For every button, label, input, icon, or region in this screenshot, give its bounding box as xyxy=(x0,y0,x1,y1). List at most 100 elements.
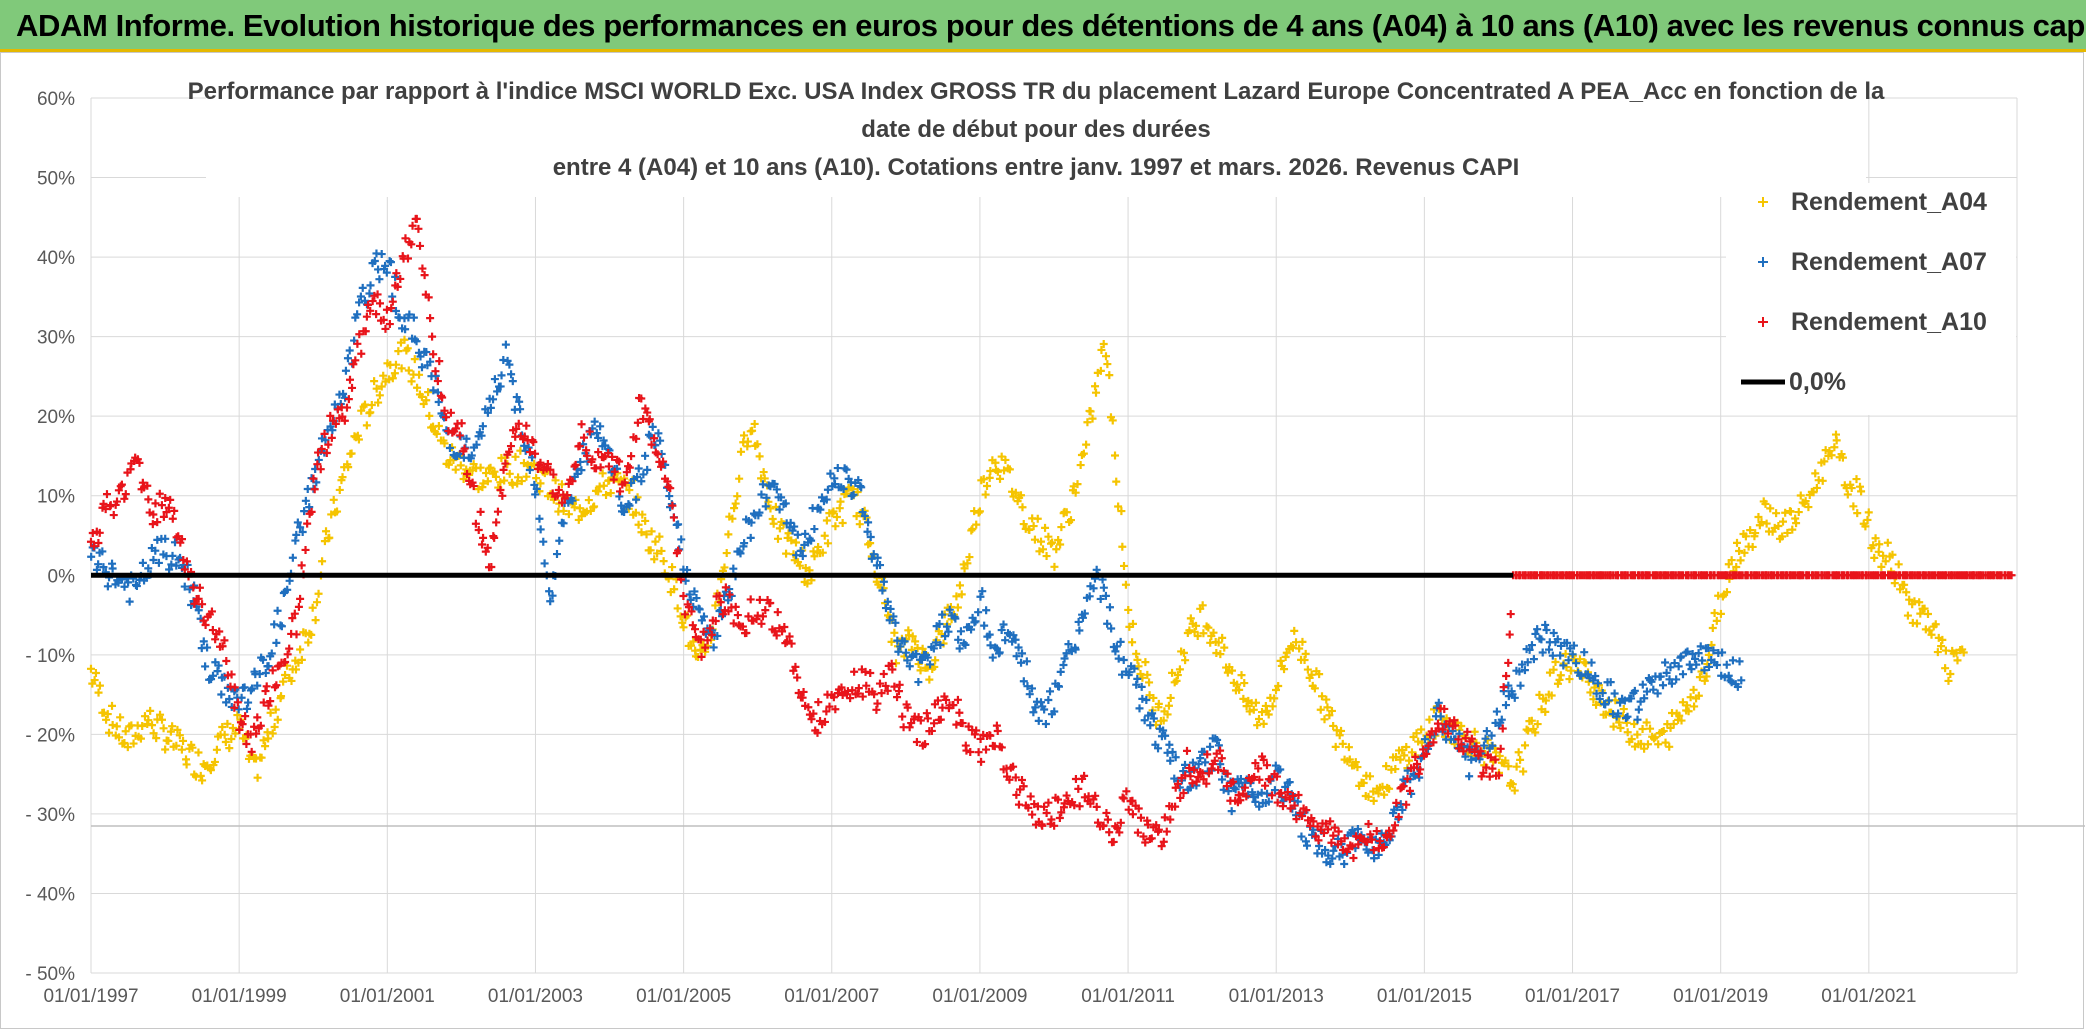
data-point xyxy=(1319,828,1328,837)
data-point xyxy=(1640,694,1649,703)
data-point xyxy=(787,536,796,545)
data-point xyxy=(822,516,831,525)
data-point xyxy=(1300,656,1309,665)
chart-title-line: date de début pour des durées xyxy=(861,116,1210,143)
data-point xyxy=(1497,715,1506,724)
data-point xyxy=(1533,720,1542,729)
data-point xyxy=(1894,560,1903,569)
data-point xyxy=(1321,846,1330,855)
data-point xyxy=(813,728,822,737)
data-point xyxy=(986,641,995,650)
data-point xyxy=(930,719,939,728)
data-point xyxy=(1251,797,1260,806)
data-point xyxy=(214,661,223,670)
data-point xyxy=(809,709,818,718)
data-point xyxy=(496,485,505,494)
data-point xyxy=(1245,707,1254,716)
data-point xyxy=(631,508,640,517)
data-point xyxy=(182,760,191,769)
data-point xyxy=(585,427,594,436)
data-point xyxy=(404,366,413,375)
data-point xyxy=(1396,755,1405,764)
data-point xyxy=(440,406,449,415)
data-point xyxy=(327,433,336,442)
data-point xyxy=(1122,787,1131,796)
data-point xyxy=(536,525,545,534)
data-point xyxy=(199,637,208,646)
data-point xyxy=(483,477,492,486)
data-point xyxy=(149,555,158,564)
legend-label: Rendement_A07 xyxy=(1791,248,1987,276)
data-point xyxy=(968,524,977,533)
data-point xyxy=(1508,780,1517,789)
data-point xyxy=(1099,340,1108,349)
data-point xyxy=(407,377,416,386)
data-point xyxy=(1832,436,1841,445)
data-point xyxy=(413,383,422,392)
data-point xyxy=(673,604,682,613)
data-point xyxy=(1271,761,1280,770)
data-point xyxy=(1338,739,1347,748)
data-point xyxy=(590,502,599,511)
data-point xyxy=(879,577,888,586)
data-point xyxy=(1054,682,1063,691)
data-point xyxy=(780,623,789,632)
data-point xyxy=(1328,854,1337,863)
data-point xyxy=(637,394,646,403)
data-point xyxy=(907,645,916,654)
data-point xyxy=(382,268,391,277)
data-point xyxy=(864,518,873,527)
data-point xyxy=(982,482,991,491)
data-point xyxy=(212,745,221,754)
data-point xyxy=(152,734,161,743)
data-point xyxy=(102,490,111,499)
data-point xyxy=(942,695,951,704)
data-point xyxy=(375,275,384,284)
data-point xyxy=(1162,827,1171,836)
data-point xyxy=(918,644,927,653)
data-point xyxy=(1190,765,1199,774)
data-point xyxy=(1354,840,1363,849)
data-point xyxy=(1748,542,1757,551)
data-point xyxy=(161,494,170,503)
data-point xyxy=(938,610,947,619)
data-point xyxy=(1488,764,1497,773)
data-point xyxy=(596,422,605,431)
data-point xyxy=(220,636,229,645)
data-point xyxy=(345,375,354,384)
data-point xyxy=(981,490,990,499)
data-point xyxy=(936,715,945,724)
data-point xyxy=(476,507,485,516)
data-point xyxy=(1214,638,1223,647)
data-point xyxy=(1861,522,1870,531)
data-point xyxy=(112,722,121,731)
data-point xyxy=(978,587,987,596)
data-point xyxy=(391,307,400,316)
data-point xyxy=(900,637,909,646)
data-point xyxy=(653,549,662,558)
data-point xyxy=(1171,802,1180,811)
data-point xyxy=(233,711,242,720)
data-point xyxy=(1340,859,1349,868)
data-point xyxy=(86,537,95,546)
data-point xyxy=(575,441,584,450)
data-point xyxy=(1392,798,1401,807)
data-point xyxy=(132,581,141,590)
data-point xyxy=(1422,749,1431,758)
data-point xyxy=(1137,813,1145,822)
chart-title-line: Performance par rapport à l'indice MSCI … xyxy=(188,78,1885,105)
data-point xyxy=(820,531,829,540)
data-point xyxy=(709,643,718,652)
data-point xyxy=(970,730,979,739)
data-point xyxy=(1379,843,1388,852)
data-point xyxy=(234,705,243,714)
data-point xyxy=(1392,752,1401,761)
data-point xyxy=(230,703,239,712)
data-point xyxy=(135,458,144,467)
data-point xyxy=(428,332,437,341)
data-point xyxy=(602,491,611,500)
data-point xyxy=(1504,681,1513,690)
data-point xyxy=(1434,698,1443,707)
data-point xyxy=(738,622,747,631)
data-point xyxy=(250,722,259,731)
